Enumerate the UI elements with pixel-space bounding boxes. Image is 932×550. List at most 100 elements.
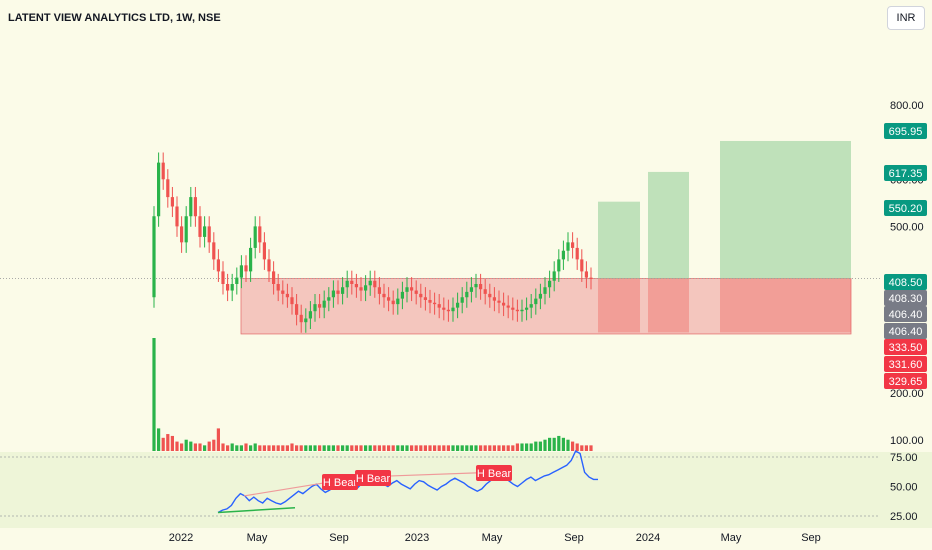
candle-body (203, 226, 207, 237)
time-axis-background (0, 528, 932, 550)
candle-body (249, 247, 253, 272)
candle-body (460, 297, 464, 303)
candle-body (377, 287, 381, 294)
price-tag (884, 165, 927, 181)
h-bear-label (322, 474, 358, 490)
candle-body (336, 290, 340, 294)
volume-bar (313, 445, 317, 451)
volume-bar (327, 445, 331, 451)
candle-body (400, 291, 404, 299)
candle-body (281, 290, 285, 294)
candle-body (580, 259, 584, 272)
volume-bar (221, 443, 225, 451)
volume-bar (405, 445, 409, 451)
volume-bar (520, 443, 524, 451)
candle-body (364, 285, 368, 291)
h-bear-text: H Bear (323, 477, 358, 489)
volume-bar (244, 443, 248, 451)
price-axis-tick: 200.00 (890, 388, 924, 400)
candle-body (419, 293, 423, 298)
price-tag-text: 329.65 (889, 376, 923, 388)
rsi-axis-tick: 75.00 (890, 452, 918, 464)
price-tag-text: 617.35 (889, 168, 923, 180)
target-zone-2 (648, 171, 689, 279)
candle-body (359, 287, 363, 291)
time-axis-tick: 2022 (169, 532, 193, 544)
candle-body (589, 277, 593, 279)
candle-body (382, 293, 386, 298)
price-tag (884, 274, 927, 290)
volume-bar (387, 445, 391, 451)
candle-body (437, 304, 441, 308)
candle-body (341, 287, 345, 294)
volume-bar (465, 445, 469, 451)
price-tag-text: 695.95 (889, 126, 923, 138)
volume-bar (253, 443, 257, 451)
candle-body (368, 280, 372, 286)
volume-bar (299, 445, 303, 451)
candle-body (207, 226, 211, 243)
candle-body (391, 300, 395, 305)
candle-body (175, 206, 179, 227)
candle-body (331, 290, 335, 298)
price-tag-text: 550.20 (889, 203, 923, 215)
candle-body (313, 304, 317, 312)
candle-body (216, 259, 220, 272)
price-tag-text: 406.40 (889, 326, 923, 338)
volume-bar (212, 439, 216, 451)
candle-body (534, 298, 538, 305)
candle-body (272, 271, 276, 284)
volume-bar (331, 445, 335, 451)
candle-body (469, 287, 473, 292)
stop-zone-3 (720, 278, 851, 333)
volume-bar (382, 445, 386, 451)
rsi-line (217, 450, 598, 514)
volume-bar (456, 445, 460, 451)
candle-body (318, 304, 322, 308)
candle-body (193, 197, 197, 217)
volume-bar (437, 445, 441, 451)
target-zone-3 (720, 140, 851, 279)
volume-bar (474, 445, 478, 451)
candle-body (414, 290, 418, 294)
volume-bar (276, 445, 280, 451)
volume-bars (152, 338, 593, 451)
price-axis-tick: 800.00 (890, 100, 924, 112)
price-tag-text: 406.40 (889, 309, 923, 321)
candle-body (543, 287, 547, 294)
candle-body (327, 297, 331, 301)
candle-body (479, 284, 483, 290)
volume-bar (230, 443, 234, 451)
volume-bar (193, 443, 197, 451)
volume-bar (368, 445, 372, 451)
volume-bar (589, 445, 593, 451)
candle-body (354, 284, 358, 288)
currency-button[interactable]: INR (887, 6, 925, 30)
candle-body (189, 197, 193, 217)
candle-body (483, 289, 487, 294)
volume-bar (373, 445, 377, 451)
time-axis-tick: 2024 (636, 532, 660, 544)
candle-body (428, 299, 432, 303)
price-tag (884, 306, 927, 322)
candle-body (396, 298, 400, 305)
candle-body (488, 293, 492, 298)
volume-bar (506, 445, 510, 451)
volume-bar (322, 445, 326, 451)
volume-bar (336, 445, 340, 451)
candle-body (221, 271, 225, 284)
volume-bar (580, 445, 584, 451)
volume-bar (391, 445, 395, 451)
volume-bar (267, 445, 271, 451)
candle-body (226, 284, 230, 291)
time-axis-tick: Sep (329, 532, 349, 544)
chart-title: LATENT VIEW ANALYTICS LTD, 1W, NSE (8, 12, 221, 24)
time-axis: 2022 May Sep 2023 May Sep 2024 May Sep (169, 532, 821, 544)
price-tag (884, 373, 927, 389)
candle-body (276, 284, 280, 291)
price-axis-tick: 500.00 (890, 221, 924, 233)
volume-bar (423, 445, 427, 451)
volume-bar (308, 445, 312, 451)
volume-bar (281, 445, 285, 451)
